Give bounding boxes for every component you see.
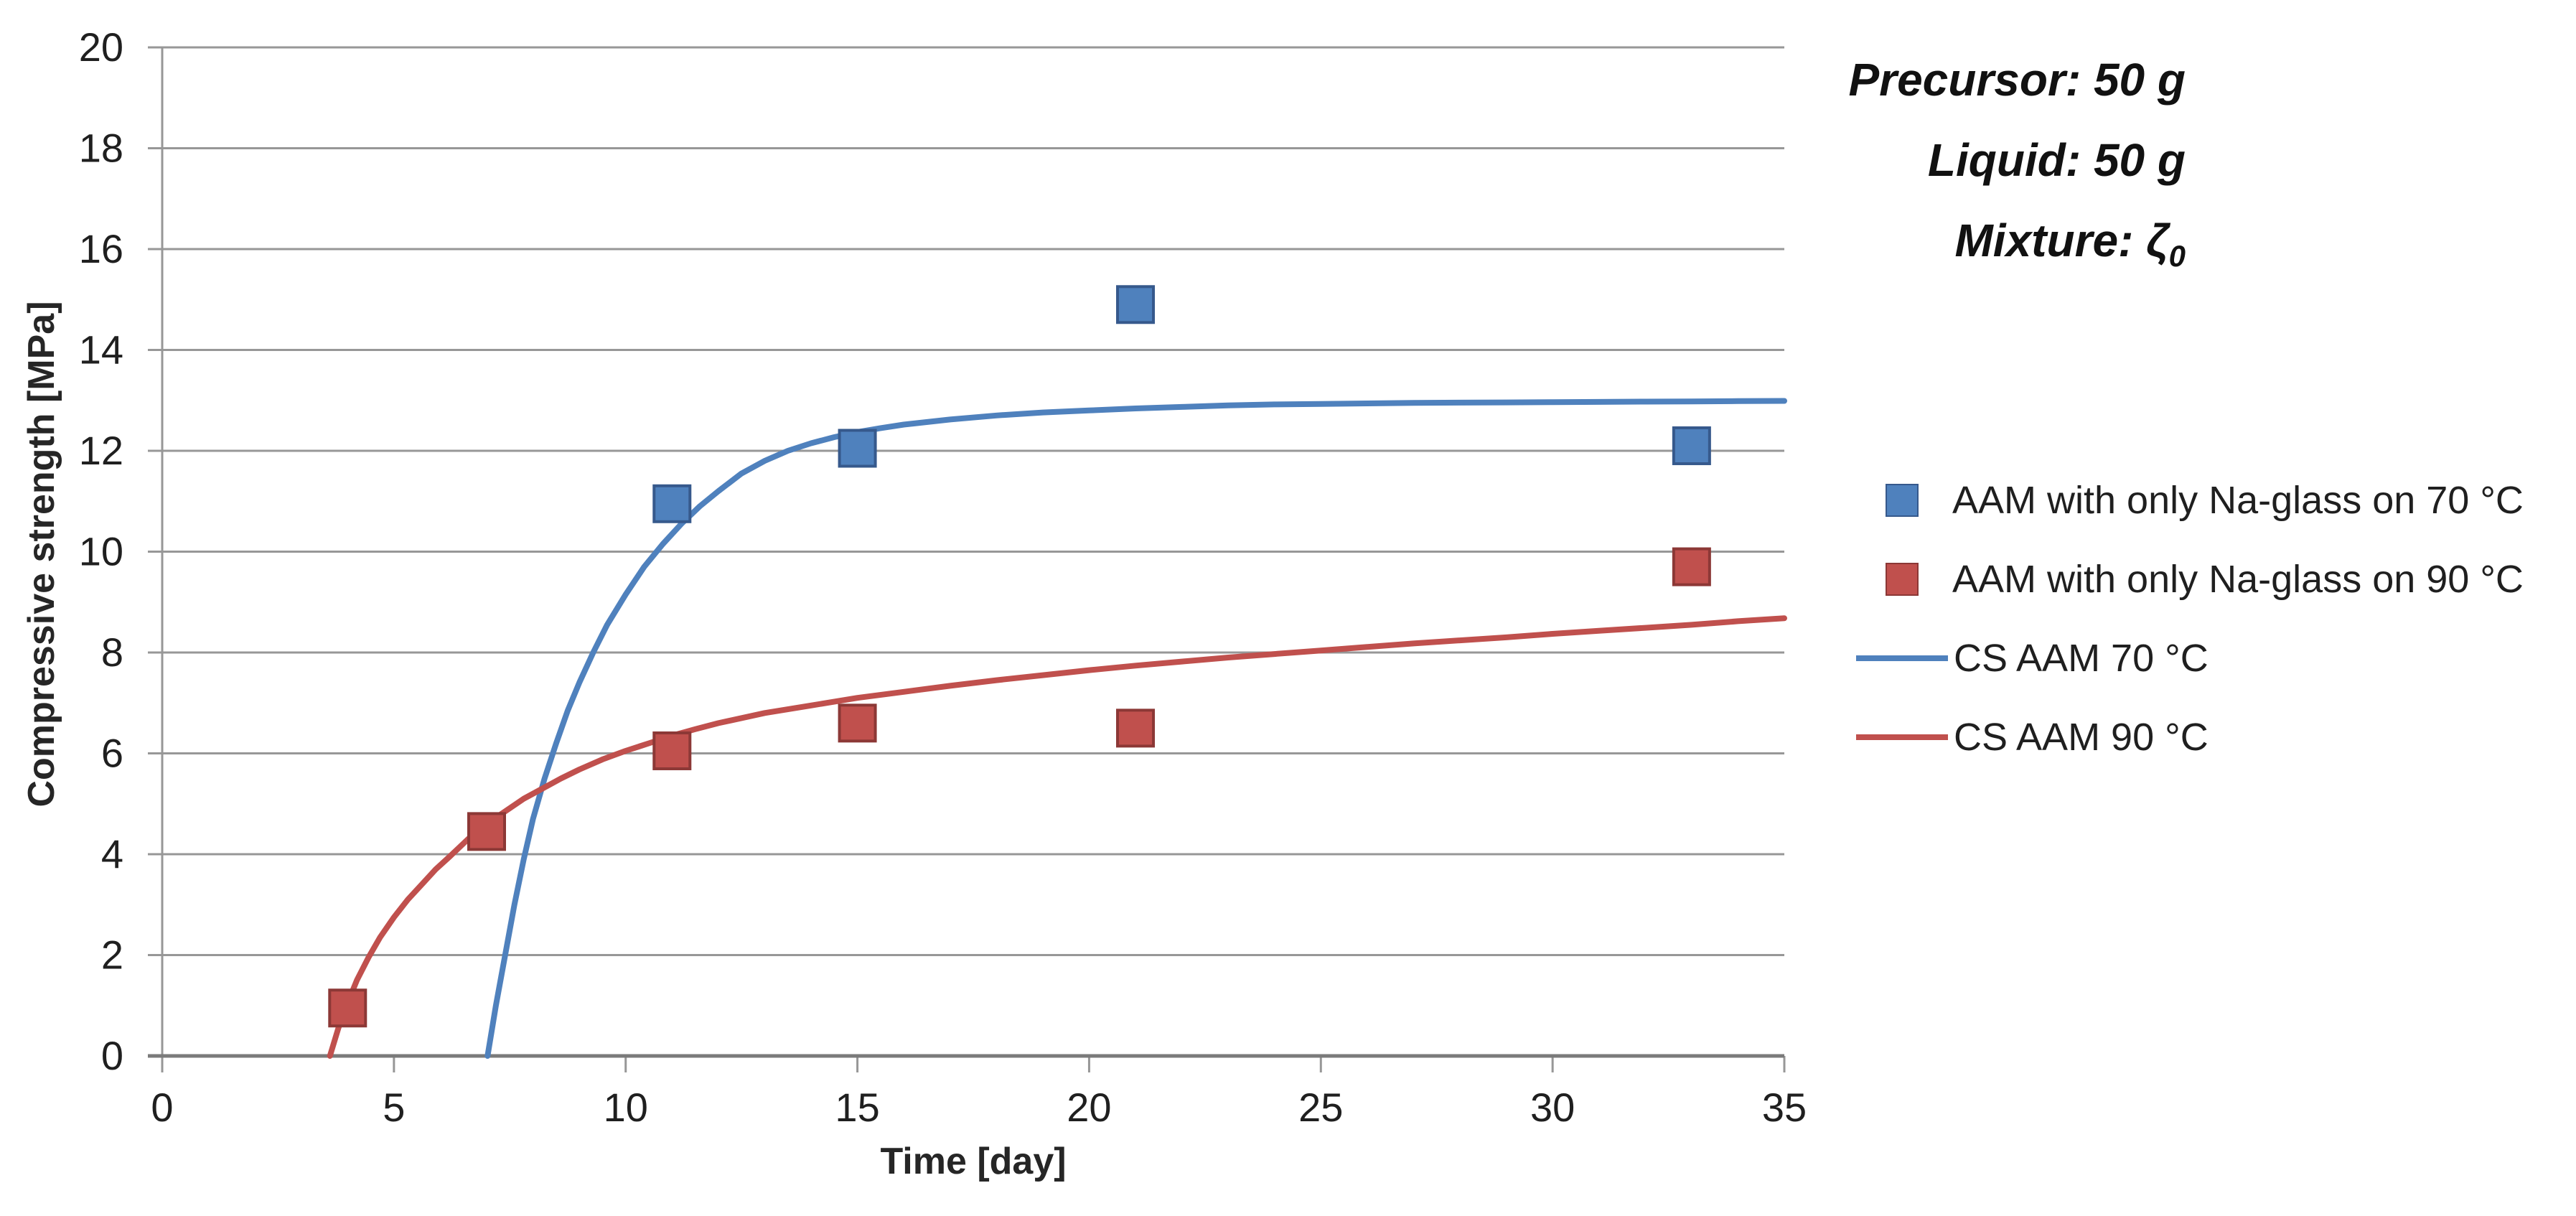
x-tick-label: 0: [151, 1085, 173, 1130]
legend-marker-70c-icon: [1886, 484, 1919, 517]
y-tick-label: 8: [101, 630, 123, 675]
annotation: Precursor: 50 g Liquid: 50 g Mixture: ζ0: [1848, 47, 2186, 288]
x-tick-label: 10: [604, 1085, 648, 1130]
legend-item-cs-aam-70c: CS AAM 70 °C: [1856, 619, 2524, 698]
legend-item-aam-90c: AAM with only Na-glass on 90 °C: [1856, 540, 2524, 619]
data-point-aam-90c: [652, 731, 692, 770]
y-tick-label: 10: [79, 529, 123, 574]
annotation-line: Liquid: 50 g: [1927, 134, 2186, 186]
y-tick-label: 18: [79, 126, 123, 171]
trendline-cs-aam-70c: [484, 398, 1787, 1059]
y-tick-label: 4: [101, 831, 123, 876]
y-tick-label: 6: [101, 731, 123, 776]
data-point-aam-90c: [1672, 547, 1711, 586]
data-point-aam-90c: [467, 812, 506, 851]
data-point-aam-70c: [652, 484, 692, 523]
y-tick-label: 20: [79, 24, 123, 70]
legend-label: AAM with only Na-glass on 70 °C: [1952, 479, 2524, 522]
x-tick-label: 30: [1530, 1085, 1575, 1130]
legend-item-cs-aam-90c: CS AAM 90 °C: [1856, 698, 2524, 777]
data-point-aam-90c: [328, 988, 367, 1028]
annotation-line: Mixture: ζ0: [1954, 214, 2186, 273]
x-tick-label: 5: [383, 1085, 405, 1130]
data-point-aam-90c: [838, 703, 877, 743]
legend-item-aam-70c: AAM with only Na-glass on 70 °C: [1856, 461, 2524, 540]
y-tick-label: 14: [79, 327, 123, 373]
legend-label: CS AAM 70 °C: [1954, 637, 2209, 680]
y-tick-label: 0: [101, 1033, 123, 1078]
legend-marker-90c-icon: [1886, 563, 1919, 596]
legend-line-90c-icon: [1856, 734, 1948, 740]
x-tick-label: 35: [1762, 1085, 1807, 1130]
data-point-aam-90c: [1116, 708, 1155, 748]
legend-label: AAM with only Na-glass on 90 °C: [1952, 558, 2524, 601]
x-tick-label: 15: [835, 1085, 879, 1130]
data-point-aam-70c: [838, 429, 877, 468]
y-tick-label: 12: [79, 428, 123, 473]
trendline-cs-aam-90c: [327, 615, 1787, 1059]
x-tick-label: 25: [1298, 1085, 1343, 1130]
legend-label: CS AAM 90 °C: [1954, 716, 2209, 759]
legend: AAM with only Na-glass on 70 °C AAM with…: [1856, 461, 2524, 777]
legend-line-70c-icon: [1856, 655, 1948, 661]
y-tick-label: 16: [79, 226, 123, 271]
data-point-aam-70c: [1672, 426, 1711, 465]
y-axis-title: Compressive strength [MPa]: [21, 301, 62, 808]
x-axis-title: Time [day]: [880, 1141, 1067, 1182]
data-point-aam-70c: [1116, 285, 1155, 324]
x-tick-label: 20: [1067, 1085, 1111, 1130]
annotation-line: Precursor: 50 g: [1848, 54, 2186, 106]
y-tick-label: 2: [101, 932, 123, 978]
